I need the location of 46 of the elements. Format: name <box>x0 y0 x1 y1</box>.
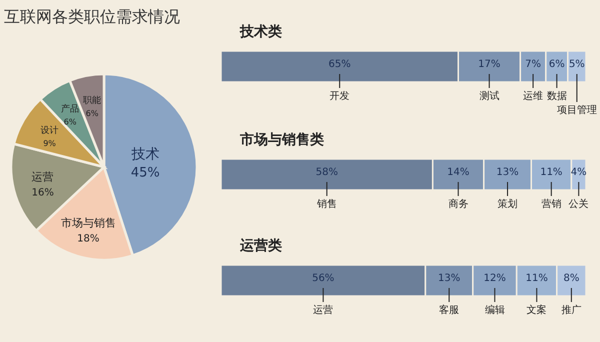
data-label: 6% <box>64 118 77 127</box>
slice-label: 技术 <box>130 146 160 162</box>
data-label: 4% <box>570 167 587 178</box>
data-label: 65% <box>328 59 351 70</box>
data-label: 7% <box>525 59 542 70</box>
chart-title: 市场与销售类 <box>239 131 324 148</box>
series-label: 销售 <box>316 198 337 210</box>
data-label: 17% <box>478 59 500 70</box>
series-label: 商务 <box>448 198 468 210</box>
series-label: 测试 <box>479 90 500 102</box>
data-label: 13% <box>496 167 519 178</box>
data-label: 45% <box>130 165 160 180</box>
chart-title: 互联网各类职位需求情况 <box>4 7 180 26</box>
slice-label: 市场与销售 <box>60 216 116 230</box>
series-label: 开发 <box>330 91 350 102</box>
data-label: 8% <box>563 273 580 284</box>
slice-label: 运营 <box>32 170 54 184</box>
text: 项目管理 <box>556 105 597 116</box>
series-label: 运营 <box>313 304 334 316</box>
slice-label: 设计 <box>40 124 59 136</box>
data-label: 11% <box>526 273 548 284</box>
chart-title: 运营类 <box>239 238 282 254</box>
series-label: 编辑 <box>484 304 505 316</box>
data-label: 11% <box>540 167 562 178</box>
data-label: 14% <box>447 167 470 178</box>
data-label: 13% <box>438 273 460 284</box>
series-label: 客服 <box>439 304 460 316</box>
data-label: 16% <box>32 188 54 199</box>
slice-label: 职能 <box>83 94 102 106</box>
data-label: 5% <box>568 59 585 70</box>
slice-label: 产品 <box>61 104 80 115</box>
data-label: 56% <box>312 273 334 284</box>
series-label: 运维 <box>523 90 544 102</box>
data-label: 18% <box>77 233 100 244</box>
data-label: 6% <box>548 59 565 70</box>
series-label: 数据 <box>546 90 567 102</box>
series-label: 文案 <box>526 304 547 316</box>
data-label: 12% <box>484 273 506 284</box>
series-label: 策划 <box>498 198 518 210</box>
series-label: 营销 <box>541 198 562 210</box>
data-label: 6% <box>86 108 99 118</box>
data-label: 9% <box>43 138 56 148</box>
data-label: 58% <box>316 167 338 178</box>
series-label: 推广 <box>561 304 582 316</box>
chart-title: 技术类 <box>239 24 282 40</box>
series-label: 公关 <box>568 198 589 210</box>
